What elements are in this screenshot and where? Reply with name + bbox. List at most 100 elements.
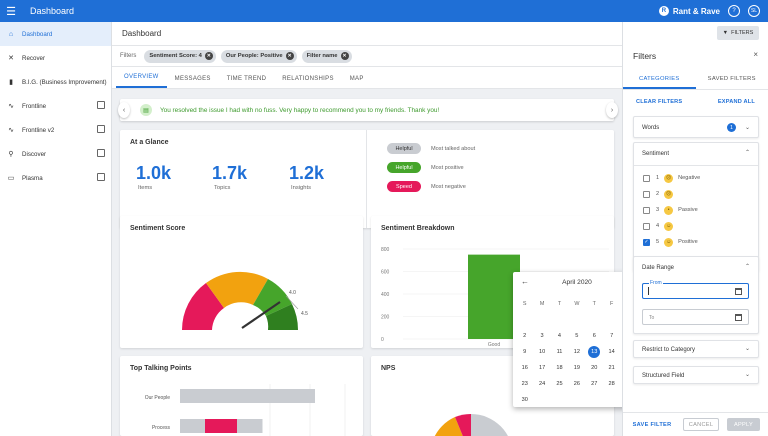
checkbox-checked[interactable]: ✓: [643, 238, 650, 246]
date-from-input[interactable]: From: [642, 280, 749, 299]
chevron-down-icon[interactable]: ⌄: [744, 372, 750, 378]
calendar-day[interactable]: 24: [538, 381, 546, 387]
section-title: Date Range: [642, 265, 675, 271]
y-tick-label: 0: [381, 337, 384, 343]
sentiment-option[interactable]: ✓ 5 ☺ Positive: [643, 236, 698, 248]
structured-field-section[interactable]: Structured Field ⌄: [633, 366, 759, 384]
chevron-left-icon[interactable]: ‹: [118, 102, 130, 118]
topic-pill[interactable]: Helpful: [387, 162, 421, 173]
stat-value: 1.0k: [136, 163, 172, 183]
topic-pill[interactable]: Speed: [387, 181, 421, 192]
filters-tabs: CATEGORIES SAVED FILTERS: [623, 70, 768, 90]
filter-chip-label: Our People: Positive: [225, 53, 283, 59]
calendar-day[interactable]: 11: [556, 349, 563, 355]
tab-saved-filters[interactable]: SAVED FILTERS: [707, 76, 756, 82]
section-title: Restrict to Category: [642, 347, 696, 353]
calendar-day[interactable]: 20: [591, 365, 598, 371]
user-avatar[interactable]: SL: [748, 5, 760, 17]
calendar-day[interactable]: 30: [521, 397, 528, 403]
chevron-up-icon[interactable]: ⌃: [744, 264, 750, 270]
filter-chip[interactable]: Our People: Positive ✕: [220, 49, 297, 63]
calendar-day[interactable]: 5: [575, 333, 579, 339]
x-tick-label: Good: [488, 342, 500, 348]
chevron-down-icon[interactable]: ⌄: [744, 125, 750, 131]
sidebar-item-dashboard[interactable]: ⌂ Dashboard: [0, 22, 111, 46]
gauge-max-label: 4.5: [301, 311, 308, 317]
calendar-day[interactable]: 21: [608, 365, 615, 371]
checkbox[interactable]: [643, 174, 650, 182]
hamburger-menu-icon[interactable]: ☰: [6, 5, 16, 18]
filter-chip[interactable]: Sentiment Score: 4 ✕: [144, 49, 216, 63]
expand-all-link[interactable]: EXPAND ALL: [717, 99, 755, 105]
calendar-day[interactable]: 2: [523, 333, 527, 339]
bar-chart-icon: ▮: [9, 79, 13, 86]
chevron-up-icon[interactable]: ⌃: [744, 150, 750, 156]
close-icon[interactable]: ✕: [340, 52, 349, 60]
card-title: NPS: [381, 365, 396, 372]
topic-pill[interactable]: Helpful: [387, 143, 421, 154]
calendar-day[interactable]: 27: [591, 381, 598, 387]
sidebar-item-frontline[interactable]: ∿ Frontline: [0, 94, 111, 118]
calendar-day[interactable]: 7: [610, 333, 614, 339]
calendar-day[interactable]: 25: [556, 381, 563, 387]
help-icon[interactable]: ?: [728, 5, 740, 17]
calendar-day[interactable]: 23: [521, 381, 528, 387]
chevron-down-icon[interactable]: ⌄: [744, 346, 750, 352]
cancel-button[interactable]: CANCEL: [683, 418, 719, 431]
date-to-input[interactable]: To: [642, 309, 749, 325]
checkbox[interactable]: [643, 222, 650, 230]
save-filter-button[interactable]: SAVE FILTER: [632, 421, 672, 428]
calendar-icon[interactable]: [735, 314, 742, 321]
apply-button[interactable]: APPLY: [727, 418, 760, 431]
sidebar-item-discover[interactable]: ⚲ Discover: [0, 142, 111, 166]
count-badge: 1: [727, 123, 736, 132]
calendar-day[interactable]: 28: [608, 381, 615, 387]
sidebar-item-recover[interactable]: ✕ Recover: [0, 46, 111, 70]
sentiment-option[interactable]: 1 ☹ Negative: [643, 172, 700, 184]
sidebar-item-frontline-v2[interactable]: ∿ Frontline v2: [0, 118, 111, 142]
calendar-day[interactable]: 14: [608, 349, 615, 355]
tab-overview[interactable]: OVERVIEW: [116, 74, 167, 88]
tab-relationships[interactable]: RELATIONSHIPS: [282, 76, 334, 82]
sentiment-option[interactable]: 2 ☹: [643, 188, 678, 200]
close-icon[interactable]: ✕: [204, 52, 213, 60]
calendar-day[interactable]: 4: [557, 333, 562, 339]
sidebar-item-big[interactable]: ▮ B.I.G. (Business Improvement): [0, 70, 111, 94]
calendar-day[interactable]: 18: [556, 365, 563, 371]
sidebar-item-plasma[interactable]: ▭ Plasma: [0, 166, 111, 190]
calendar-day[interactable]: 17: [538, 365, 546, 371]
topic-desc: Most positive: [431, 165, 464, 171]
tab-categories[interactable]: CATEGORIES: [623, 70, 696, 89]
filter-chip[interactable]: Filter name ✕: [301, 49, 352, 63]
calendar-day[interactable]: 3: [540, 333, 544, 339]
close-icon[interactable]: ✕: [285, 52, 294, 60]
clear-filters-link[interactable]: CLEAR FILTERS: [636, 99, 683, 105]
sentiment-option[interactable]: 3 • Passive: [643, 204, 698, 216]
calendar-day[interactable]: 6: [592, 333, 596, 339]
checkbox[interactable]: [643, 206, 650, 214]
calendar-day[interactable]: 16: [521, 365, 528, 371]
sentiment-option[interactable]: 4 ☺: [643, 220, 678, 232]
words-section[interactable]: Words 1 ⌄: [633, 116, 759, 138]
calendar-day[interactable]: 19: [573, 365, 580, 371]
calendar-day[interactable]: 9: [523, 349, 527, 355]
chevron-right-icon[interactable]: ›: [606, 102, 618, 118]
calendar-day-selected[interactable]: 13: [586, 344, 603, 360]
restrict-section[interactable]: Restrict to Category ⌄: [633, 340, 759, 358]
calendar-day[interactable]: 26: [573, 381, 580, 387]
y-tick-label: 800: [381, 247, 390, 253]
filters-panel: Filters × CATEGORIES SAVED FILTERS CLEAR…: [622, 22, 768, 436]
calendar-day[interactable]: 10: [538, 349, 546, 355]
filters-toggle-button[interactable]: ▼ FILTERS: [717, 26, 759, 40]
tab-map[interactable]: MAP: [349, 76, 364, 82]
text-cursor: [648, 287, 649, 295]
sidebar-item-label: Dashboard: [22, 30, 53, 38]
close-icon[interactable]: ×: [753, 50, 758, 59]
checkbox[interactable]: [643, 190, 650, 198]
calendar-day[interactable]: 12: [573, 349, 580, 355]
tab-messages[interactable]: MESSAGES: [174, 76, 211, 82]
tab-bar: OVERVIEW MESSAGES TIME TREND RELATIONSHI…: [112, 67, 622, 89]
arrow-left-icon[interactable]: ←: [521, 277, 529, 286]
calendar-icon[interactable]: [735, 288, 742, 295]
tab-time-trend[interactable]: TIME TREND: [226, 76, 267, 82]
